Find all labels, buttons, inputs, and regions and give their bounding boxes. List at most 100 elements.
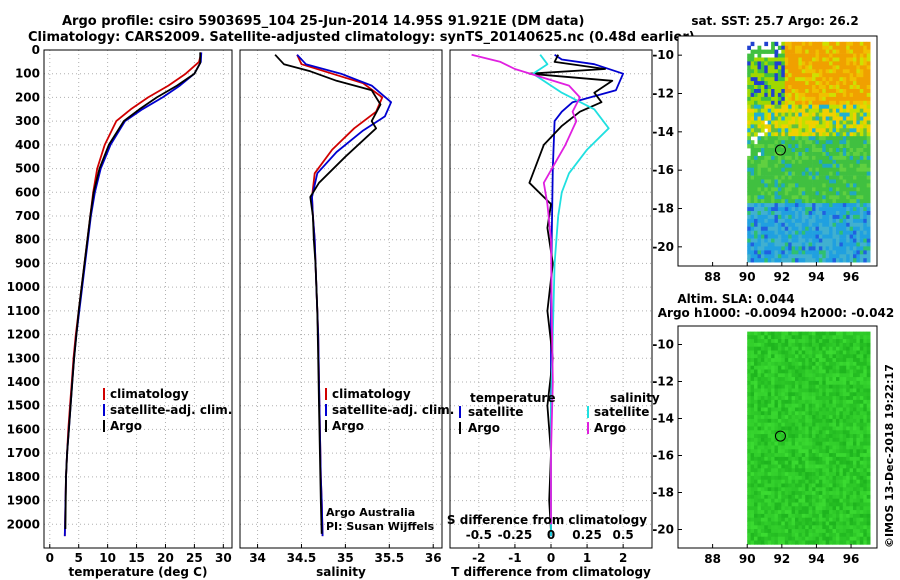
sst_map-cell — [791, 152, 796, 157]
sst_map-cell — [798, 155, 803, 161]
sst_map-cell — [853, 73, 857, 78]
sla_map-cell — [842, 399, 847, 405]
sst_map-cell — [866, 96, 871, 102]
sst_map-cell — [757, 116, 762, 121]
sst_map-cell — [781, 148, 786, 153]
sst_map-cell — [760, 152, 765, 157]
sst_map-cell — [853, 132, 857, 137]
sla_map-cell — [760, 437, 765, 443]
sst_map-cell — [842, 167, 847, 172]
sla_map-cell — [846, 536, 850, 541]
sla_map-cell — [822, 437, 827, 443]
sla_map-cell — [795, 399, 799, 405]
sst_map-cell — [863, 124, 868, 129]
sst_map-cell — [859, 45, 864, 50]
sla_map-cell — [853, 445, 857, 450]
sla_map-cell — [815, 415, 820, 420]
sla_map-cell — [863, 460, 868, 465]
sla_map-cell — [777, 335, 782, 340]
sla_map-cell — [863, 529, 868, 534]
sla_map-cell — [856, 403, 861, 408]
sla_map-cell — [853, 536, 857, 541]
diff-legend-right-title: salinity — [610, 391, 660, 405]
sla_map-cell — [791, 403, 796, 408]
sla_map-cell — [771, 399, 775, 405]
sla_map-cell — [798, 521, 803, 526]
sla_map-cell — [839, 468, 844, 473]
sst_map-cell — [815, 230, 820, 235]
sla_map-cell — [856, 456, 861, 462]
sst_map-cell — [805, 155, 809, 161]
sla_map-cell — [839, 525, 844, 530]
sla_map-cell — [815, 529, 820, 534]
sla_map-cell — [801, 365, 806, 370]
sst_map-cell — [757, 89, 762, 94]
sla_map-cell — [849, 369, 854, 374]
sla_map-cell — [764, 502, 769, 507]
sst_map-cell — [798, 254, 803, 259]
sst_map-cell — [750, 163, 755, 169]
sla_map-cell — [777, 373, 782, 378]
sla_map-cell — [760, 380, 765, 386]
sla_map-cell — [747, 384, 751, 389]
sla_map-cell — [771, 529, 775, 534]
sla_map-cell — [822, 369, 827, 374]
depth-tick-label: 1800 — [7, 470, 40, 484]
sst_map-cell — [760, 179, 765, 184]
sla_map-cell — [805, 510, 809, 515]
sla_map-cell — [815, 525, 820, 530]
sla_map-cell — [839, 422, 844, 427]
sst_map-cell — [805, 152, 809, 157]
sla_map-cell — [846, 464, 850, 469]
sst_map-cell — [866, 73, 871, 78]
sla_map-cell — [856, 411, 861, 416]
sst_map-cell — [818, 45, 823, 50]
sla_map-cell — [774, 449, 779, 454]
sst_map-cell — [812, 258, 816, 263]
sla_map-cell — [853, 434, 857, 439]
sst_map-cell — [791, 230, 796, 235]
sla_map-cell — [832, 472, 837, 477]
sla_map-cell — [836, 483, 840, 488]
sla_map-cell — [764, 403, 769, 408]
sst_map-cell — [750, 222, 755, 228]
sst_map-cell — [788, 152, 792, 157]
sla_map-cell — [777, 380, 782, 386]
sla_map-cell — [767, 483, 772, 488]
sla_map-cell — [764, 365, 769, 370]
sst_map-cell — [764, 124, 769, 129]
sla_map-cell — [788, 342, 792, 348]
sst_map-cell — [754, 242, 758, 247]
sla_map-cell — [750, 392, 755, 397]
sla_map-cell — [795, 415, 799, 420]
sla_map-cell — [764, 445, 769, 450]
sla_map-cell — [839, 418, 844, 424]
sst_map-cell — [781, 140, 786, 145]
sla_map-cell — [777, 532, 782, 538]
sla_map-cell — [750, 373, 755, 378]
sst_map-cell — [798, 175, 803, 180]
sst_map-cell — [839, 104, 844, 109]
sla_map-cell — [781, 525, 786, 530]
sst_map-cell — [747, 234, 751, 239]
sla_map-cell — [815, 339, 820, 344]
sla_map-cell — [791, 407, 796, 412]
sst_map-cell — [750, 203, 755, 208]
sla_map-cell — [760, 342, 765, 348]
sla_map-cell — [825, 498, 830, 503]
sst_map-cell — [774, 77, 779, 82]
sst_map-cell — [767, 96, 772, 102]
sla_map-cell — [832, 445, 837, 450]
depth-tick-label: 200 — [15, 90, 40, 104]
sla_map-cell — [825, 342, 830, 348]
sla_map-cell — [798, 532, 803, 538]
sst_map-ytick-label: -16 — [652, 163, 674, 177]
sla_map-cell — [839, 472, 844, 477]
sla_map-cell — [784, 399, 789, 405]
sla_map-cell — [849, 521, 854, 526]
sst_map-cell — [863, 207, 868, 212]
sla_map-cell — [859, 536, 864, 541]
sla_map-cell — [781, 513, 786, 519]
sla_map-cell — [795, 346, 799, 351]
sla_map-cell — [784, 342, 789, 348]
